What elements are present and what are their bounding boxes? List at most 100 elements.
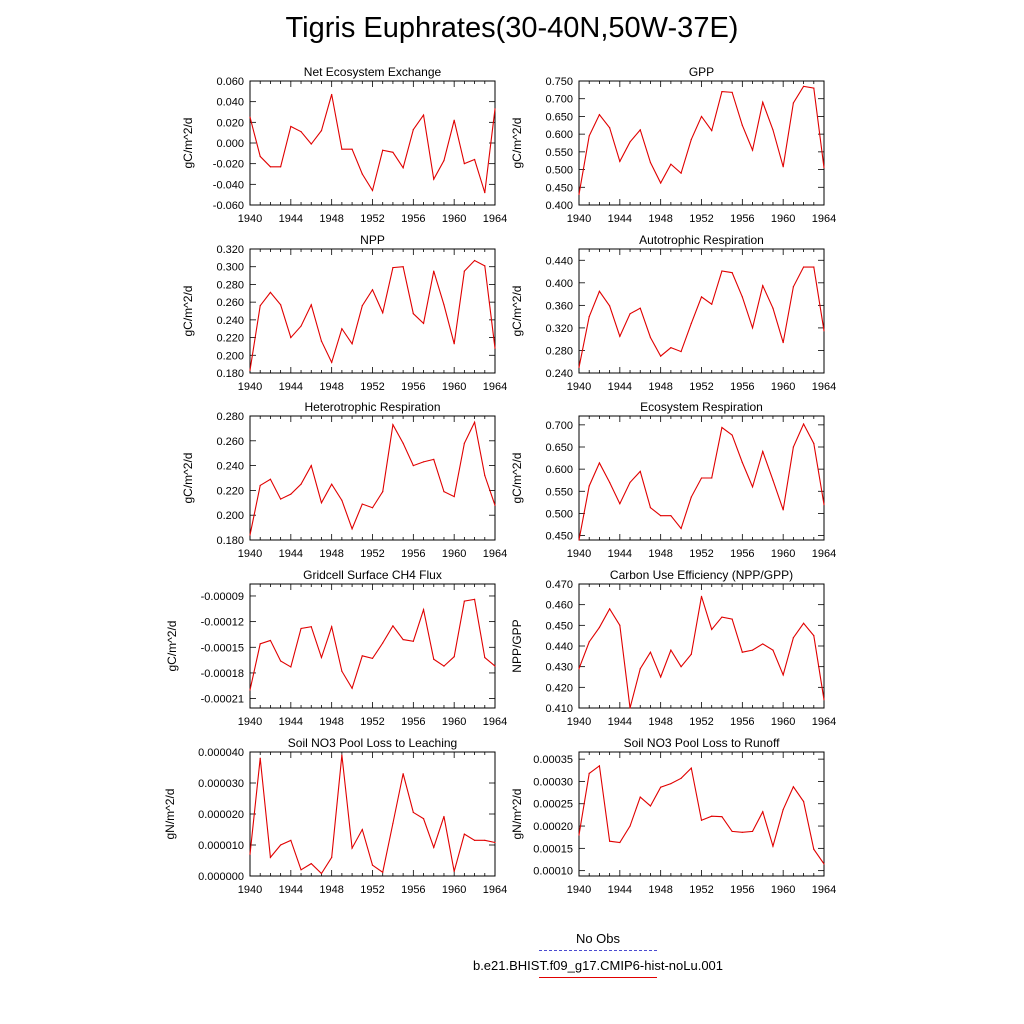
panel-autotrophic-respiration-data-point bbox=[823, 330, 825, 332]
panel-autotrophic-respiration-ytick-label: 0.440 bbox=[545, 255, 573, 267]
panel-gpp-data-point bbox=[762, 101, 764, 103]
panel-net-ecosystem-exchange-data-point bbox=[351, 148, 353, 150]
panel-npp-ytick-label: 0.220 bbox=[216, 333, 244, 345]
panel-gpp-data-point bbox=[649, 161, 652, 164]
panel-heterotrophic-respiration-ylabel: gC/m^2/d bbox=[181, 453, 195, 504]
panel-npp-data-point bbox=[341, 328, 343, 330]
panel-ecosystem-respiration-ytick-label: 0.550 bbox=[545, 486, 573, 498]
panel-npp-data-point bbox=[259, 305, 261, 307]
panel-autotrophic-respiration-data-point bbox=[711, 303, 713, 305]
panel-npp-data-point bbox=[433, 270, 435, 272]
panel-heterotrophic-respiration-ytick-label: 0.200 bbox=[216, 510, 244, 522]
panel-gridcell-surface-ch4-flux: Gridcell Surface CH4 Flux 1940 1944 1948 195… bbox=[165, 568, 507, 728]
panel-gpp-data-point bbox=[751, 149, 754, 151]
panel-soil-no3-pool-loss-to-runoff-data-point bbox=[649, 805, 652, 807]
panel-carbon-use-efficiency-npp-gpp-xtick-label: 1960 bbox=[771, 716, 795, 728]
panel-soil-no3-pool-loss-to-leaching-data-point bbox=[280, 844, 282, 846]
panel-heterotrophic-respiration-data-point bbox=[463, 442, 465, 444]
panel-gridcell-surface-ch4-flux-ytick-label: -0.00018 bbox=[201, 668, 244, 680]
panel-net-ecosystem-exchange-data-point bbox=[300, 131, 302, 133]
panel-soil-no3-pool-loss-to-leaching-xtick-label: 1948 bbox=[319, 884, 343, 896]
panel-npp-xtick-label: 1960 bbox=[442, 381, 466, 393]
panel-heterotrophic-respiration-data-point bbox=[351, 528, 353, 530]
panel-npp-ytick-label: 0.300 bbox=[216, 262, 244, 274]
panel-ecosystem-respiration: Ecosystem Respiration 1940 1944 1948 1952 195… bbox=[510, 400, 836, 560]
panel-gpp-xtick-label: 1948 bbox=[648, 213, 672, 225]
panel-soil-no3-pool-loss-to-runoff-data-point bbox=[680, 777, 682, 779]
panel-net-ecosystem-exchange-xtick-label: 1948 bbox=[319, 213, 343, 225]
panel-gridcell-surface-ch4-flux-data-point bbox=[473, 598, 476, 600]
panel-net-ecosystem-exchange-xtick-label: 1960 bbox=[442, 213, 466, 225]
panel-soil-no3-pool-loss-to-leaching: Soil NO3 Pool Loss to Leaching 1940 1944 19… bbox=[163, 736, 507, 896]
panel-carbon-use-efficiency-npp-gpp-data-point bbox=[741, 651, 743, 653]
panel-heterotrophic-respiration-xtick-label: 1956 bbox=[401, 548, 425, 560]
panel-net-ecosystem-exchange-data-point bbox=[433, 178, 435, 180]
panel-ecosystem-respiration-data-point bbox=[823, 503, 825, 506]
panel-gpp-ytick-label: 0.500 bbox=[545, 165, 573, 177]
panel-carbon-use-efficiency-npp-gpp-data-point bbox=[792, 637, 794, 639]
panel-carbon-use-efficiency-npp-gpp-data-point bbox=[721, 616, 723, 618]
panel-gridcell-surface-ch4-flux-data-point bbox=[484, 656, 486, 659]
panel-autotrophic-respiration-data-point bbox=[670, 347, 672, 349]
panel-gridcell-surface-ch4-flux-data-point bbox=[320, 656, 323, 659]
panel-autotrophic-respiration-data-point bbox=[782, 341, 784, 344]
panel-npp-data-point bbox=[320, 340, 323, 342]
panel-heterotrophic-respiration-data-point bbox=[443, 491, 445, 493]
panel-autotrophic-respiration-data-point bbox=[690, 322, 692, 324]
panel-soil-no3-pool-loss-to-leaching-data-point bbox=[463, 833, 465, 835]
panel-soil-no3-pool-loss-to-runoff-ytick-label: 0.00025 bbox=[533, 799, 573, 811]
panel-carbon-use-efficiency-npp-gpp-ytick-label: 0.420 bbox=[545, 682, 573, 694]
panel-carbon-use-efficiency-npp-gpp-xtick-label: 1956 bbox=[730, 716, 754, 728]
legend-obs-label: No Obs bbox=[575, 931, 621, 946]
panel-npp-data-point bbox=[310, 304, 312, 306]
legend-obs-line bbox=[539, 950, 657, 951]
panel-net-ecosystem-exchange-data-point bbox=[320, 130, 323, 132]
panel-gridcell-surface-ch4-flux-xtick-label: 1948 bbox=[319, 716, 343, 728]
panel-ecosystem-respiration-data-point bbox=[813, 442, 815, 445]
panel-net-ecosystem-exchange-data-point bbox=[269, 166, 272, 168]
panel-gridcell-surface-ch4-flux-data-point bbox=[433, 658, 435, 660]
panel-net-ecosystem-exchange-data-point bbox=[484, 192, 486, 194]
panel-soil-no3-pool-loss-to-leaching-data-point bbox=[341, 754, 343, 756]
panel-gpp-data-point bbox=[721, 91, 723, 93]
panel-gpp-xtick-label: 1940 bbox=[567, 213, 591, 225]
panel-carbon-use-efficiency-npp-gpp-ytick-label: 0.430 bbox=[545, 662, 573, 674]
panel-soil-no3-pool-loss-to-leaching-data-point bbox=[259, 757, 261, 759]
panel-autotrophic-respiration-ytick-label: 0.280 bbox=[545, 345, 573, 357]
panel-gpp-data-point bbox=[813, 87, 815, 89]
panel-carbon-use-efficiency-npp-gpp-data-point bbox=[772, 649, 774, 651]
panel-gpp-ytick-label: 0.650 bbox=[545, 111, 573, 123]
panel-heterotrophic-respiration-data-point bbox=[484, 474, 486, 477]
panel-gridcell-surface-ch4-flux-xtick-label: 1960 bbox=[442, 716, 466, 728]
panel-gpp-data-point bbox=[731, 91, 733, 93]
panel-carbon-use-efficiency-npp-gpp-ytick-label: 0.410 bbox=[545, 703, 573, 715]
panel-autotrophic-respiration-data-point bbox=[649, 336, 652, 339]
panel-carbon-use-efficiency-npp-gpp-data-point bbox=[598, 626, 601, 629]
panel-autotrophic-respiration-data-point bbox=[639, 307, 641, 309]
panel-heterotrophic-respiration-title: Heterotrophic Respiration bbox=[304, 400, 440, 414]
panel-gridcell-surface-ch4-flux-ylabel: gC/m^2/d bbox=[165, 621, 179, 672]
panel-soil-no3-pool-loss-to-leaching-ytick-label: 0.000040 bbox=[198, 747, 244, 759]
panel-soil-no3-pool-loss-to-runoff-data-point bbox=[700, 819, 703, 821]
panel-heterotrophic-respiration-ytick-label: 0.260 bbox=[216, 436, 244, 448]
panel-npp-data-point bbox=[392, 267, 394, 269]
panel-ecosystem-respiration-data-point bbox=[741, 461, 743, 464]
panel-soil-no3-pool-loss-to-leaching-data-point bbox=[300, 869, 302, 871]
panel-soil-no3-pool-loss-to-runoff-data-point bbox=[588, 772, 590, 775]
panel-soil-no3-pool-loss-to-runoff-xtick-label: 1944 bbox=[608, 884, 632, 896]
panel-autotrophic-respiration-frame bbox=[578, 248, 825, 374]
panel-soil-no3-pool-loss-to-leaching-data-point bbox=[473, 839, 476, 841]
panel-ecosystem-respiration-xtick-label: 1948 bbox=[648, 548, 672, 560]
panel-ecosystem-respiration-xtick-label: 1956 bbox=[730, 548, 754, 560]
panel-net-ecosystem-exchange-ytick-label: -0.040 bbox=[213, 179, 244, 191]
panel-autotrophic-respiration-data-point bbox=[792, 286, 794, 288]
panel-gridcell-surface-ch4-flux-data-point bbox=[351, 687, 353, 689]
panel-soil-no3-pool-loss-to-runoff-ylabel: gN/m^2/d bbox=[510, 789, 524, 840]
panel-soil-no3-pool-loss-to-runoff-ytick-label: 0.00020 bbox=[533, 821, 573, 833]
panel-npp-xtick-label: 1952 bbox=[360, 381, 384, 393]
panel-npp-ytick-label: 0.260 bbox=[216, 297, 244, 309]
panel-gridcell-surface-ch4-flux-data-point bbox=[402, 638, 404, 641]
panel-heterotrophic-respiration-xtick-label: 1940 bbox=[238, 548, 262, 560]
panel-net-ecosystem-exchange-data-point bbox=[453, 119, 455, 121]
